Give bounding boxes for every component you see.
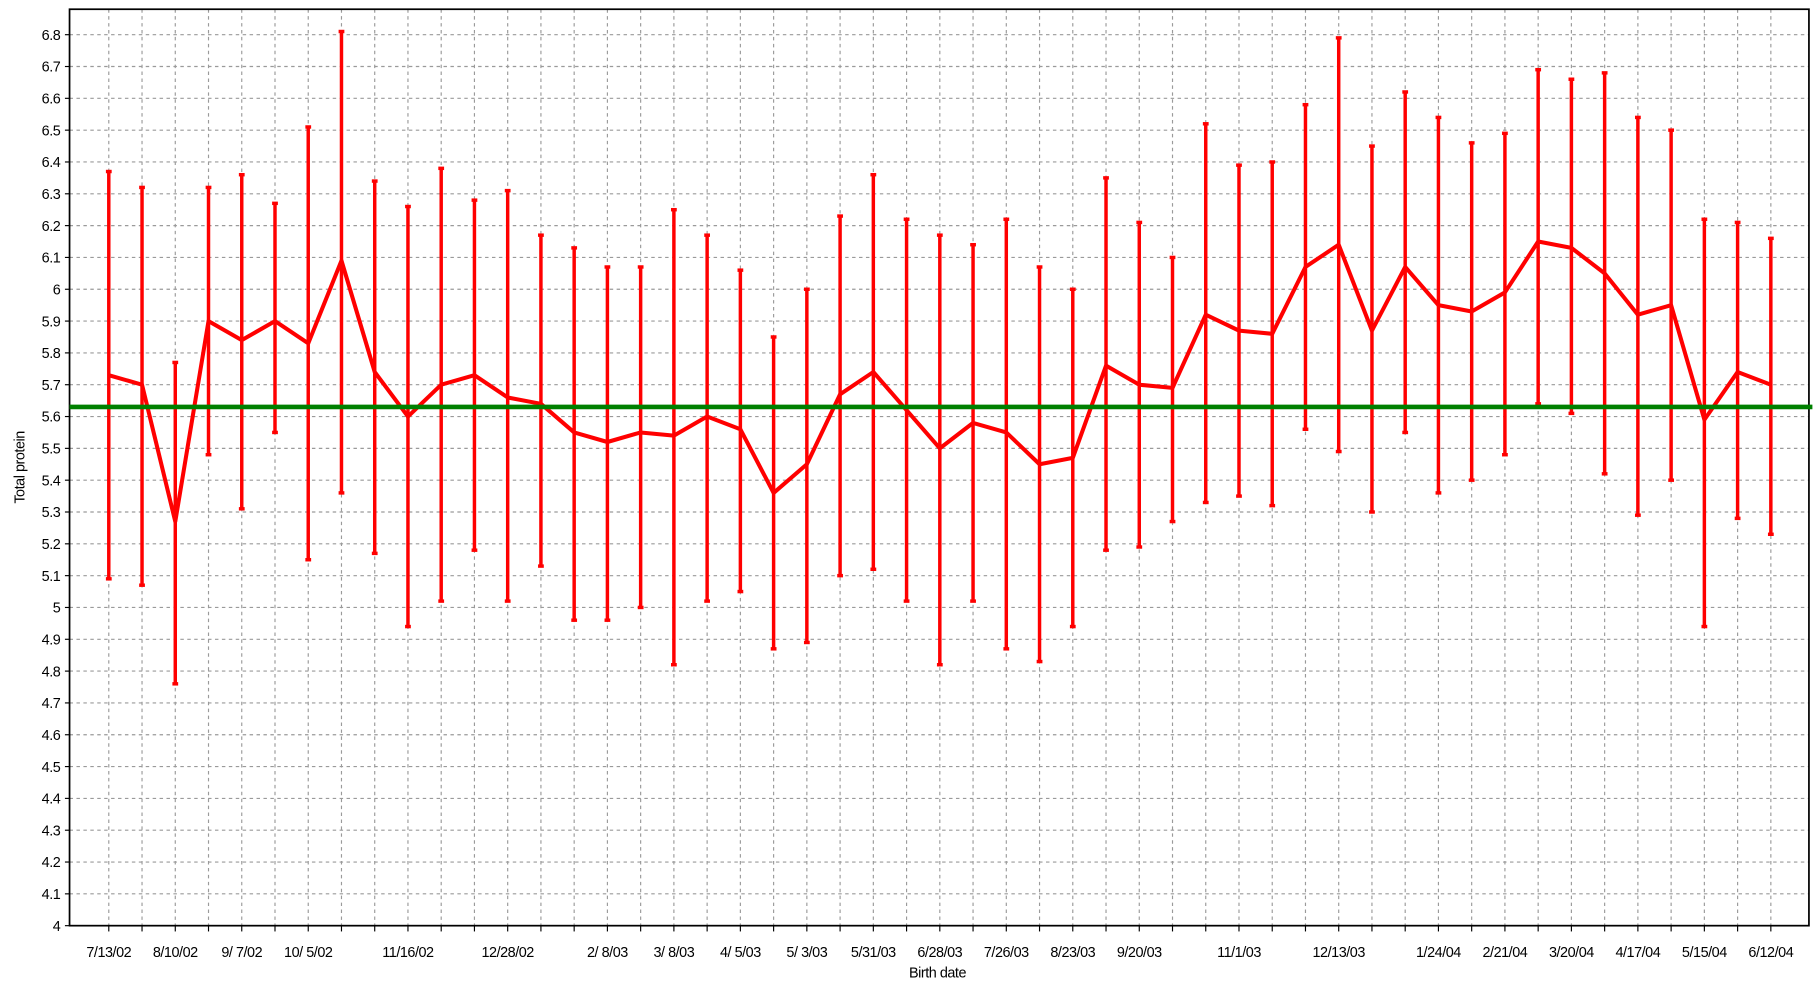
- y-tick-label: 5.8: [42, 346, 61, 362]
- x-tick-label: 3/ 8/03: [653, 945, 694, 961]
- y-tick-label: 4.2: [42, 855, 61, 871]
- y-tick-label: 4.1: [42, 887, 61, 903]
- y-tick-label: 5.1: [42, 569, 61, 585]
- y-tick-label: 4.7: [42, 696, 61, 712]
- x-tick-label: 11/1/03: [1217, 945, 1261, 961]
- x-tick-label: 2/21/04: [1482, 945, 1527, 961]
- y-tick-label: 4.3: [42, 823, 61, 839]
- x-tick-label: 5/31/03: [851, 945, 896, 961]
- x-tick-label: 10/ 5/02: [284, 945, 333, 961]
- x-axis-label: Birth date: [909, 966, 966, 982]
- x-tick-label: 5/ 3/03: [786, 945, 827, 961]
- y-tick-label: 4.9: [42, 632, 61, 648]
- x-tick-label: 8/23/03: [1050, 945, 1095, 961]
- y-tick-label: 6: [53, 282, 61, 298]
- y-tick-label: 6.1: [42, 251, 61, 267]
- y-tick-label: 4.5: [42, 760, 61, 776]
- x-tick-label: 6/28/03: [917, 945, 962, 961]
- x-tick-label: 4/17/04: [1615, 945, 1660, 961]
- x-tick-label: 9/20/03: [1117, 945, 1162, 961]
- y-tick-label: 6.6: [42, 92, 61, 108]
- x-tick-label: 12/13/03: [1313, 945, 1366, 961]
- y-tick-label: 6.7: [42, 60, 61, 76]
- y-tick-label: 4.8: [42, 664, 61, 680]
- x-tick-label: 4/ 5/03: [720, 945, 761, 961]
- x-tick-label: 2/ 8/03: [587, 945, 628, 961]
- y-tick-label: 6.3: [42, 187, 61, 203]
- y-tick-label: 5: [53, 601, 61, 617]
- y-tick-label: 5.6: [42, 410, 61, 426]
- x-tick-label: 12/28/02: [481, 945, 534, 961]
- y-tick-label: 5.9: [42, 314, 61, 330]
- x-tick-label: 6/12/04: [1748, 945, 1793, 961]
- y-tick-label: 4: [53, 919, 61, 935]
- y-tick-label: 6.4: [42, 155, 61, 171]
- y-tick-label: 5.5: [42, 442, 61, 458]
- y-tick-label: 4.6: [42, 728, 61, 744]
- x-tick-label: 9/ 7/02: [221, 945, 262, 961]
- y-tick-label: 6.2: [42, 219, 61, 235]
- x-tick-label: 7/13/02: [86, 945, 131, 961]
- x-tick-label: 5/15/04: [1682, 945, 1727, 961]
- y-tick-label: 4.4: [42, 792, 61, 808]
- x-tick-label: 1/24/04: [1416, 945, 1461, 961]
- y-tick-label: 5.3: [42, 505, 61, 521]
- x-tick-label: 7/26/03: [984, 945, 1029, 961]
- x-tick-label: 3/20/04: [1549, 945, 1594, 961]
- y-tick-label: 5.7: [42, 378, 61, 394]
- y-tick-label: 6.8: [42, 28, 61, 44]
- mean-line: [108, 239, 1772, 524]
- plot-frame: [68, 8, 1810, 927]
- y-axis-label: Total protein: [13, 431, 29, 504]
- x-tick-label: 11/16/02: [382, 945, 434, 961]
- y-tick-label: 6.5: [42, 123, 61, 139]
- x-tick-label: 8/10/02: [153, 945, 198, 961]
- y-tick-label: 5.4: [42, 473, 61, 489]
- y-tick-label: 5.2: [42, 537, 61, 553]
